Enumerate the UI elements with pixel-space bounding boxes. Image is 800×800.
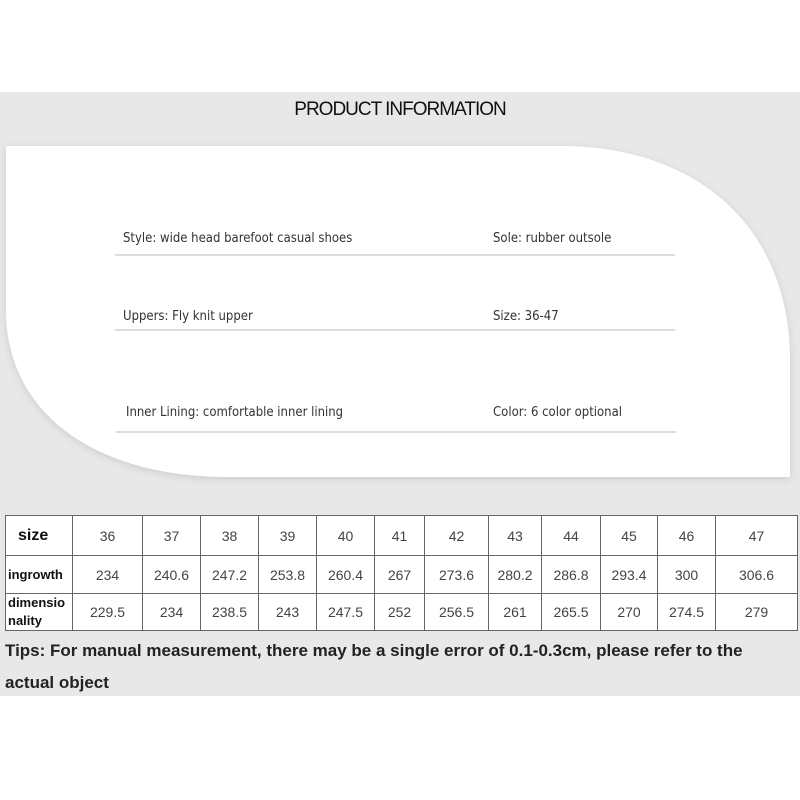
dimensionality-cell: 270 [600,593,658,631]
size-table: size 36 37 38 39 40 41 42 43 44 45 46 47 ingrowth 2… [5,515,798,631]
info-size: Size: 36-47 [493,309,559,324]
divider [116,431,676,433]
ingrowth-cell: 247.2 [200,555,259,594]
dimensionality-cell: 279 [715,593,798,631]
info-card [6,146,790,477]
ingrowth-cell: 286.8 [541,555,601,594]
size-cell: 47 [715,515,798,556]
label-part: dimensio [8,595,66,610]
size-cell: 43 [488,515,542,556]
ingrowth-cell: 306.6 [715,555,798,594]
ingrowth-cell: 273.6 [424,555,489,594]
dimensionality-cell: 234 [142,593,201,631]
info-sole: Sole: rubber outsole [493,231,612,246]
ingrowth-cell: 280.2 [488,555,542,594]
size-cell: 36 [72,515,143,556]
page-title: PRODUCT INFORMATION [294,99,506,120]
dimensionality-cell: 274.5 [657,593,716,631]
tips-text: Tips: For manual measurement, there may … [5,641,743,692]
size-cell: 38 [200,515,259,556]
dimensionality-cell: 247.5 [316,593,375,631]
dimensionality-label: dimensio nality [5,593,73,631]
size-cell: 39 [258,515,317,556]
size-cell: 45 [600,515,658,556]
info-lining: Inner Lining: comfortable inner lining [126,405,344,420]
dimensionality-cell: 265.5 [541,593,601,631]
size-cell: 40 [316,515,375,556]
ingrowth-cell: 234 [72,555,143,594]
ingrowth-cell: 293.4 [600,555,658,594]
dimensionality-cell: 256.5 [424,593,489,631]
ingrowth-cell: 240.6 [142,555,201,594]
info-color: Color: 6 color optional [493,405,623,420]
size-cell: 46 [657,515,716,556]
divider [115,254,675,256]
dimensionality-cell: 252 [374,593,425,631]
info-uppers: Uppers: Fly knit upper [123,309,253,324]
ingrowth-row: ingrowth 234 240.6 247.2 253.8 260.4 267 273.6… [5,555,798,594]
dimensionality-cell: 243 [258,593,317,631]
dimensionality-cell: 261 [488,593,542,631]
ingrowth-label: ingrowth [5,555,73,594]
ingrowth-cell: 267 [374,555,425,594]
size-cell: 44 [541,515,601,556]
size-cell: 42 [424,515,489,556]
size-cell: 41 [374,515,425,556]
size-label: size [5,515,73,556]
ingrowth-cell: 300 [657,555,716,594]
ingrowth-cell: 260.4 [316,555,375,594]
info-style: Style: wide head barefoot casual shoes [123,231,353,246]
label-part: nality [8,613,42,628]
divider [115,329,675,331]
dimensionality-cell: 229.5 [72,593,143,631]
size-cell: 37 [142,515,201,556]
size-row: size 36 37 38 39 40 41 42 43 44 45 46 47 [5,515,798,556]
dimensionality-cell: 238.5 [200,593,259,631]
dimensionality-row: dimensio nality 229.5 234 238.5 243 247.5 252 2… [5,593,798,631]
ingrowth-cell: 253.8 [258,555,317,594]
